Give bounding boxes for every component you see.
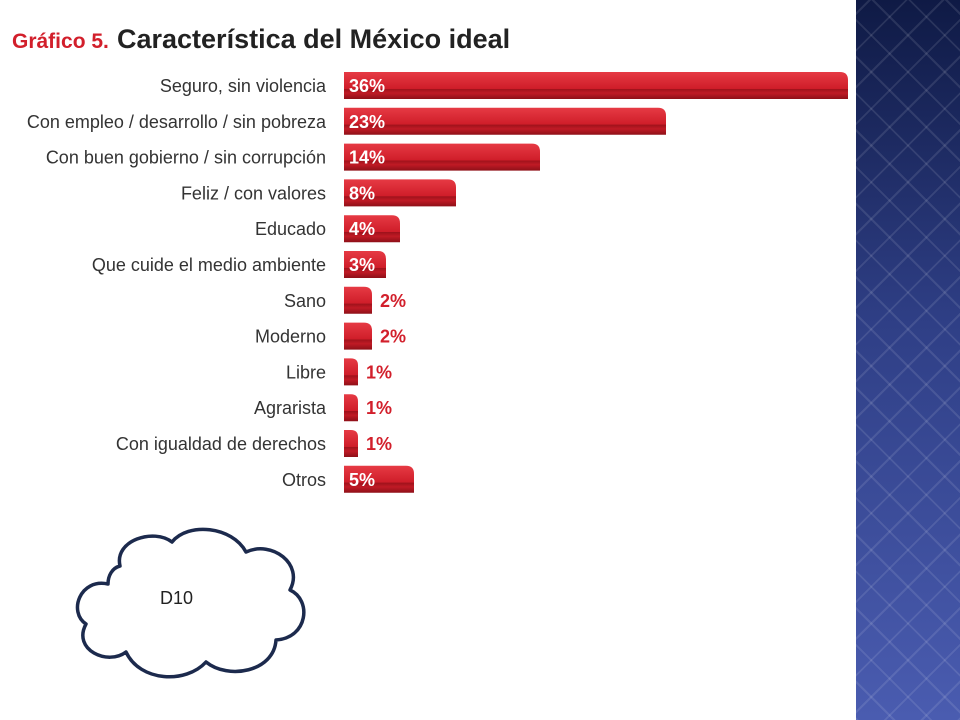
category-label: Sano <box>284 291 326 311</box>
bar <box>344 322 372 350</box>
category-label: Con empleo / desarrollo / sin pobreza <box>27 112 327 132</box>
data-label: 36% <box>349 76 385 96</box>
decorative-side-panel <box>856 0 960 720</box>
category-label: Con buen gobierno / sin corrupción <box>46 148 326 168</box>
data-label: 2% <box>380 291 406 311</box>
bar-chart: Gráfico 5. Característica del México ide… <box>12 24 848 493</box>
data-label: 2% <box>380 327 406 347</box>
bar <box>344 286 372 314</box>
bar <box>344 430 358 457</box>
category-label: Con igualdad de derechos <box>116 434 326 454</box>
category-label: Moderno <box>255 327 326 347</box>
chart-title: Característica del México ideal <box>117 24 510 54</box>
data-label: 3% <box>349 255 375 275</box>
data-label: 1% <box>366 398 392 418</box>
bar <box>344 179 456 207</box>
category-label: Agrarista <box>254 398 327 418</box>
bar <box>344 215 400 243</box>
category-label: Otros <box>282 470 326 490</box>
bar <box>344 107 666 135</box>
bar <box>344 465 414 493</box>
data-label: 23% <box>349 112 385 132</box>
bar <box>344 251 386 278</box>
data-label: 8% <box>349 183 375 203</box>
category-label: Educado <box>255 219 326 239</box>
cloud-callout-shape <box>75 527 306 679</box>
chart-title-prefix: Gráfico 5. <box>12 30 109 53</box>
bar <box>344 72 848 99</box>
category-label: Feliz / con valores <box>181 183 326 203</box>
data-label: 4% <box>349 219 375 239</box>
category-label: Libre <box>286 362 326 382</box>
bar <box>344 394 358 422</box>
cloud-callout-label: D10 <box>160 588 194 608</box>
data-label: 1% <box>366 434 392 454</box>
category-label: Seguro, sin violencia <box>160 76 327 96</box>
data-label: 14% <box>349 148 385 168</box>
data-label: 5% <box>349 470 375 490</box>
category-label: Que cuide el medio ambiente <box>92 255 326 275</box>
data-label: 1% <box>366 362 392 382</box>
bar <box>344 143 540 171</box>
bars-group: Seguro, sin violencia 36% Con empleo / des… <box>27 72 848 493</box>
bar <box>344 358 358 386</box>
